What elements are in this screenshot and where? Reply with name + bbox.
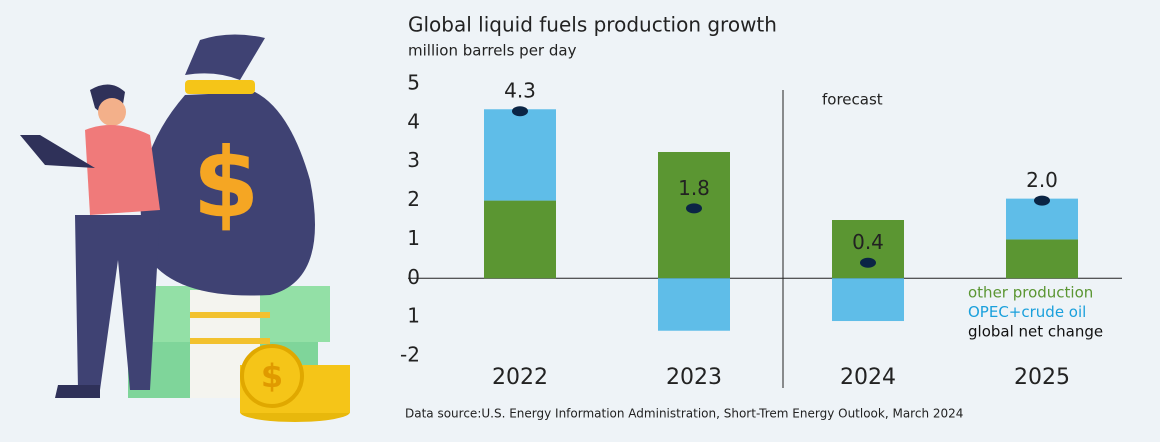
bar-segment	[658, 278, 730, 331]
data-label: 4.3	[504, 79, 536, 103]
legend-label: OPEC+crude oil	[968, 303, 1086, 321]
net-dot	[1034, 195, 1050, 206]
bar-segment	[832, 220, 904, 279]
y-tick-label: 5	[407, 71, 420, 95]
bar-segment	[832, 278, 904, 322]
y-tick-label: 0	[407, 265, 420, 289]
y-tick-label: 2	[407, 187, 420, 211]
legend-label: global net change	[968, 323, 1103, 341]
data-label: 2.0	[1026, 168, 1058, 192]
y-tick-label: 1	[407, 304, 420, 328]
y-tick-label: 3	[407, 148, 420, 172]
y-tick-label: 1	[407, 226, 420, 250]
net-dot	[686, 203, 702, 214]
source: Data source:U.S. Energy Information Admi…	[405, 407, 963, 421]
annotation: forecast	[822, 91, 883, 109]
svg-text:$: $	[193, 127, 260, 239]
x-tick-label: 2022	[492, 365, 548, 390]
y-tick-label: -2	[400, 343, 420, 367]
chart-subtitle: million barrels per day	[408, 42, 577, 60]
net-dot	[860, 257, 876, 268]
bar-segment	[1006, 239, 1078, 279]
bar-segment	[484, 200, 556, 279]
illustration: $ $	[20, 34, 350, 422]
data-label: 0.4	[852, 230, 884, 254]
x-tick-label: 2024	[840, 365, 896, 390]
x-tick-label: 2025	[1014, 365, 1070, 390]
y-tick-label: 4	[407, 109, 420, 133]
data-label: 1.8	[678, 176, 710, 200]
x-tick-label: 2023	[666, 365, 722, 390]
legend-label: other production	[968, 284, 1093, 302]
svg-text:$: $	[261, 357, 283, 395]
bar-segment	[484, 109, 556, 201]
chart-title: Global liquid fuels production growth	[408, 13, 777, 37]
bar-segment	[658, 152, 730, 279]
net-dot	[512, 106, 528, 117]
